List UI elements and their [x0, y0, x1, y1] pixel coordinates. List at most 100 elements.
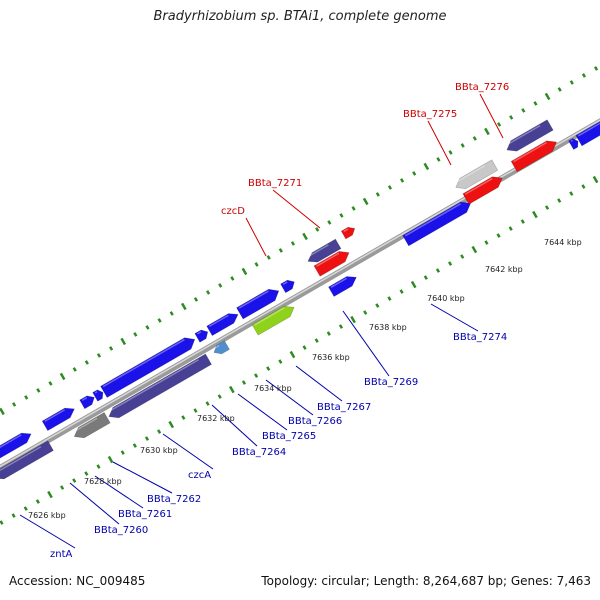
tick-mark: [193, 297, 199, 302]
tick-mark: [72, 367, 77, 372]
gene-arrow-rev-body: [506, 119, 554, 152]
gene-arrow-fwd: [100, 337, 196, 398]
tick-mark: [592, 175, 599, 184]
leader-line: [112, 461, 173, 494]
leader-line: [69, 482, 120, 525]
gene-arrow-red: [313, 251, 350, 277]
leader-line: [94, 475, 144, 509]
gene-arrow-fwd: [280, 279, 295, 294]
position-label: 7628 kbp: [84, 477, 122, 486]
tick-mark: [132, 443, 137, 448]
tick-mark: [399, 289, 404, 294]
gene-arrow-red: [340, 226, 356, 240]
tick-mark: [387, 185, 393, 190]
gene-arrow-lightgrey-sheen: [454, 164, 486, 184]
gene-arrow-lime-sheen: [254, 307, 285, 326]
gene-label: BBta_7260: [94, 525, 148, 536]
tick-mark: [435, 268, 441, 273]
gene-label: BBta_7269: [364, 377, 418, 388]
gene-arrow-red-body: [340, 226, 356, 240]
gene-label: BBta_7265: [262, 431, 316, 442]
gene-arrow-fwd-sheen: [570, 139, 574, 142]
tick-mark: [241, 380, 247, 385]
tick-mark: [557, 198, 562, 203]
gene-label: zntA: [50, 549, 73, 560]
tick-row-upper: [0, 66, 599, 416]
tick-mark: [157, 318, 162, 323]
gene-arrow-rev-sheen: [108, 359, 199, 413]
gene-arrow-fwd-sheen: [44, 409, 65, 423]
leader-line: [342, 310, 390, 377]
leader-line: [211, 404, 258, 447]
gene-arrow-fwd: [575, 121, 600, 147]
gene-arrow-fwd-body: [100, 337, 196, 398]
gene-arrow-red: [510, 140, 558, 173]
tick-mark: [338, 324, 344, 329]
tick-mark: [326, 331, 331, 336]
tick-mark: [109, 346, 114, 351]
tick-mark: [24, 395, 29, 400]
tick-mark: [229, 385, 235, 394]
gene-arrow-fwd-body: [92, 389, 104, 402]
gene-arrow-fwd-body: [41, 407, 75, 432]
leader-line: [430, 303, 479, 332]
gene-label: czcA: [188, 470, 211, 481]
position-label: 7640 kbp: [427, 294, 465, 303]
gene-arrow-fwd-sheen: [282, 281, 288, 285]
tick-mark: [96, 464, 101, 469]
tick-mark: [289, 350, 296, 359]
gene-arrow-fwd-body: [236, 288, 280, 320]
gene-arrow-fwd: [328, 276, 357, 297]
gene-arrow-fwd-body: [328, 276, 357, 297]
tick-mark: [169, 311, 174, 316]
leader-line: [479, 93, 504, 139]
tick-mark: [496, 122, 502, 127]
tick-mark: [205, 401, 210, 406]
tick-mark: [484, 127, 490, 136]
tick-mark: [302, 345, 307, 350]
gene-arrow-fwd-sheen: [94, 390, 98, 394]
tick-mark: [11, 513, 16, 518]
gene-arrow-grey-body: [73, 412, 111, 439]
tick-mark: [423, 275, 428, 280]
gene-arrow-fwd: [41, 407, 75, 432]
gene-arrow-fwd: [568, 138, 579, 150]
tick-mark: [327, 220, 332, 225]
gene-arrow-red-sheen: [513, 141, 547, 163]
gene-arrow-rev: [307, 238, 342, 263]
tick-mark: [339, 213, 344, 218]
gene-arrow-fwd-sheen: [196, 331, 202, 335]
gene-label: BBta_7276: [455, 82, 509, 93]
leader-line: [245, 217, 267, 257]
gene-arrow-fwd-sheen: [102, 338, 185, 388]
tick-mark: [569, 80, 574, 85]
gene-track: [0, 119, 600, 480]
gene-arrow-rev-sheen: [505, 124, 541, 146]
label-leaders: [19, 93, 504, 549]
tick-mark: [218, 283, 223, 288]
gene-arrow-rev: [0, 440, 54, 480]
leader-line: [237, 393, 288, 431]
tick-mark: [460, 143, 465, 148]
tick-mark: [72, 478, 77, 483]
tick-mark: [521, 108, 526, 113]
tick-row-lower: [0, 175, 599, 525]
tick-mark: [410, 280, 417, 289]
gene-arrow-steel-sheen: [213, 344, 220, 350]
leader-line: [272, 189, 321, 229]
tick-mark: [120, 450, 125, 455]
tick-mark: [351, 206, 356, 211]
tick-mark: [241, 267, 248, 276]
tick-mark: [120, 337, 127, 346]
gene-arrow-fwd-sheen: [404, 203, 461, 237]
tick-mark: [266, 366, 271, 371]
position-label: 7636 kbp: [312, 353, 350, 362]
tick-mark: [290, 241, 296, 246]
tick-mark: [181, 415, 186, 420]
position-labels: 7626 kbp 7628 kbp 7630 kbp 7632 kbp 7634 kbp…: [28, 238, 582, 520]
gene-arrow-red-sheen: [343, 228, 349, 233]
tick-mark: [314, 338, 319, 343]
gene-arrow-fwd-body: [0, 432, 32, 459]
tick-mark: [206, 290, 211, 295]
